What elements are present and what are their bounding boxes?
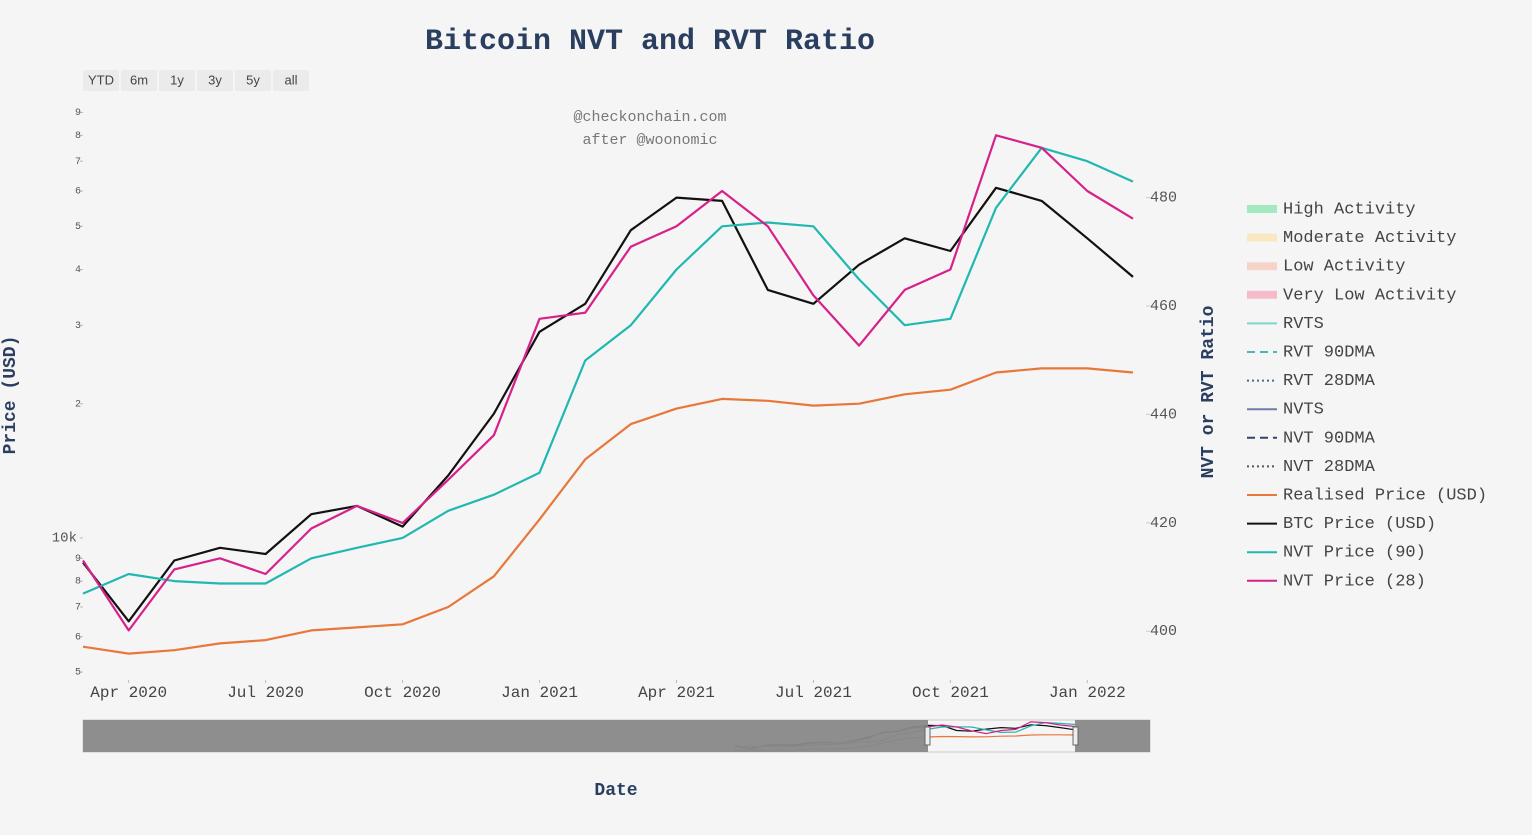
x-tick-label: Apr 2021 [638,684,715,702]
range-button-label[interactable]: 6m [130,72,148,87]
range-button-label[interactable]: 3y [208,72,222,87]
chart-title: Bitcoin NVT and RVT Ratio [425,25,875,59]
legend-label[interactable]: RVT 28DMA [1283,372,1376,391]
range-button[interactable]: 5y [235,70,271,91]
x-tick-label: Apr 2020 [90,684,167,702]
legend-label[interactable]: RVT 90DMA [1283,343,1376,362]
range-button-bg[interactable] [159,70,195,91]
legend-item[interactable]: RVT 90DMA [1247,343,1376,362]
legend-item[interactable]: NVT Price (28) [1247,572,1426,591]
y2-tick-label: 440 [1150,406,1177,423]
range-button-bg[interactable] [197,70,233,91]
range-button-label[interactable]: 1y [170,72,184,87]
range-button-bg[interactable] [235,70,271,91]
range-slider[interactable] [82,719,1151,753]
y-tick-label: 4 [75,265,81,276]
legend-label[interactable]: NVT Price (28) [1283,572,1426,591]
y-tick-label: 8 [75,131,81,142]
y-tick-label: 9 [75,108,81,119]
y-tick-label: 2 [75,399,81,410]
y2-tick-label: 400 [1150,623,1177,640]
slider-mask[interactable] [1075,720,1150,752]
price-line [82,134,1134,632]
x-tick-label: Jan 2022 [1049,684,1126,702]
legend-label[interactable]: Moderate Activity [1283,229,1456,248]
y-tick-label: 5 [75,668,81,679]
range-button-bg[interactable] [273,70,309,91]
y-tick-label: 3 [75,321,81,332]
price-line [82,367,1134,655]
y2-tick-label: 420 [1150,515,1177,532]
legend-item[interactable]: NVTS [1247,401,1324,420]
legend-label[interactable]: High Activity [1283,200,1416,219]
range-button[interactable]: all [273,70,309,91]
x-tick-label: Oct 2020 [364,684,441,702]
price-line [82,186,1134,623]
slider-handle[interactable] [924,726,931,746]
range-button-label[interactable]: all [284,72,297,87]
y-tick-label: 6 [75,187,81,198]
legend-item[interactable]: BTC Price (USD) [1247,515,1436,534]
x-tick-label: Jul 2021 [775,684,852,702]
y-tick-label: 7 [75,603,81,614]
legend-label[interactable]: Realised Price (USD) [1283,486,1487,505]
legend-label[interactable]: NVT 28DMA [1283,458,1376,477]
slider-handle[interactable] [1072,726,1079,746]
legend-item[interactable]: Very Low Activity [1247,286,1456,305]
y2-tick-label: 460 [1150,298,1177,315]
legend-label[interactable]: NVT 90DMA [1283,429,1376,448]
legend-item[interactable]: Moderate Activity [1247,229,1456,248]
annotation: after @woonomic [582,132,717,149]
legend-item[interactable]: NVT Price (90) [1247,544,1426,563]
price-line [82,146,1134,595]
legend-item[interactable]: Realised Price (USD) [1247,486,1487,505]
y-axis-title: Price (USD) [1,336,21,455]
x-tick-label: Jan 2021 [501,684,578,702]
range-button-bg[interactable] [121,70,157,91]
y-tick-label: 9 [75,554,81,565]
legend-item[interactable]: RVTS [1247,315,1324,334]
legend-item[interactable]: NVT 90DMA [1247,429,1376,448]
y2-tick-label: 480 [1150,190,1177,207]
legend-item[interactable]: NVT 28DMA [1247,458,1376,477]
legend-item[interactable]: Low Activity [1247,258,1405,277]
legend-label[interactable]: Very Low Activity [1283,286,1456,305]
range-button[interactable]: 1y [159,70,195,91]
y-tick-label: 6 [75,632,81,643]
x-axis-title: Date [594,781,637,801]
range-button-label[interactable]: 5y [246,72,260,87]
range-button-label[interactable]: YTD [88,72,114,87]
range-button-bg[interactable] [83,70,119,91]
y-tick-label: 7 [75,157,81,168]
annotation: @checkonchain.com [573,109,726,126]
y-tick-label: 8 [75,577,81,588]
y-tick-label: 5 [75,222,81,233]
range-button[interactable]: 6m [121,70,157,91]
y-tick-label: 10k [52,531,77,547]
range-button[interactable]: 3y [197,70,233,91]
y2-axis-title: NVT or RVT Ratio [1199,306,1219,479]
legend-label[interactable]: NVT Price (90) [1283,544,1426,563]
legend-label[interactable]: RVTS [1283,315,1324,334]
legend-label[interactable]: Low Activity [1283,258,1405,277]
legend-item[interactable]: RVT 28DMA [1247,372,1376,391]
x-tick-label: Jul 2020 [227,684,304,702]
legend-label[interactable]: NVTS [1283,401,1324,420]
legend-item[interactable]: High Activity [1247,200,1416,219]
range-button[interactable]: YTD [83,70,119,91]
slider-mask[interactable] [83,720,928,752]
legend-label[interactable]: BTC Price (USD) [1283,515,1436,534]
x-tick-label: Oct 2021 [912,684,989,702]
